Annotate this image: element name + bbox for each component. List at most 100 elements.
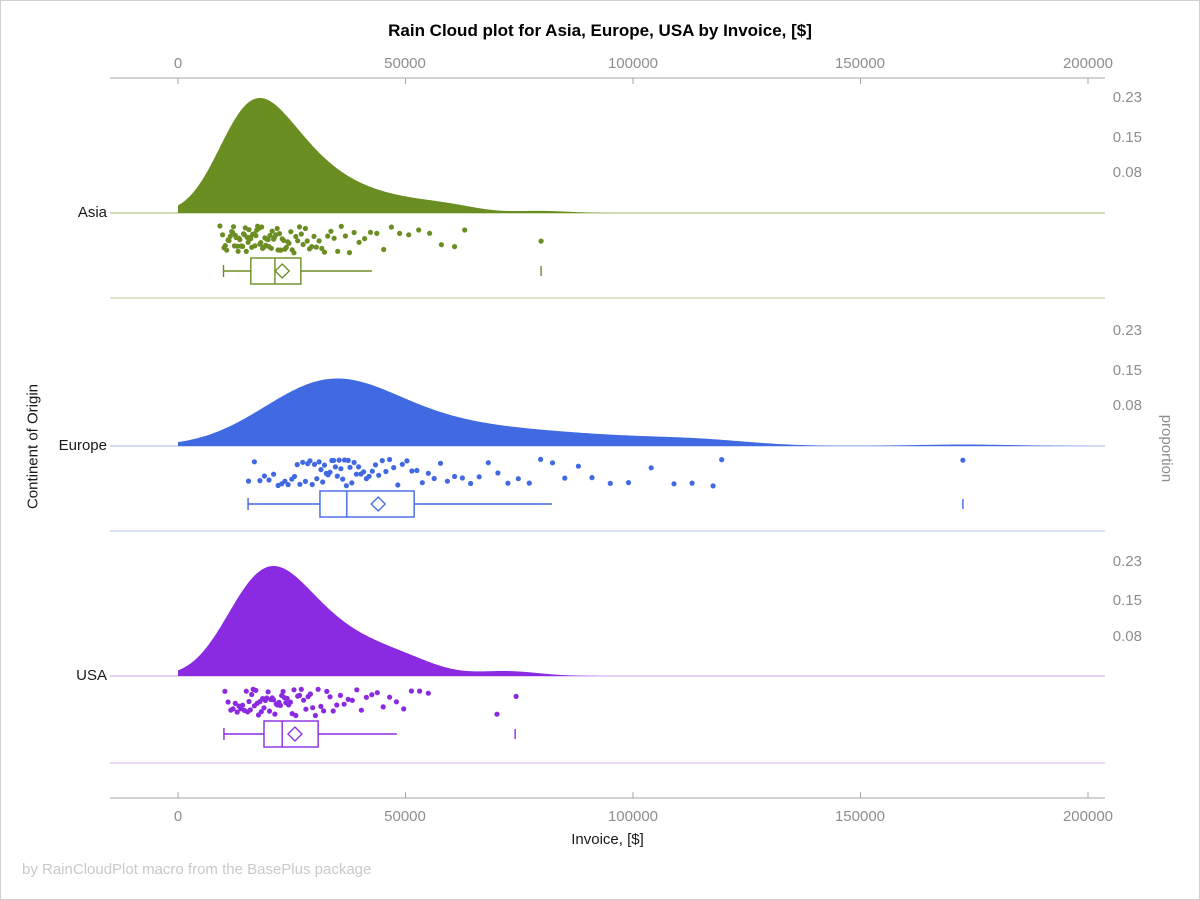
rain-point [404, 458, 410, 464]
rain-point [444, 478, 450, 484]
rain-point [311, 233, 317, 239]
rain-point [272, 711, 278, 717]
rain-point [234, 709, 240, 715]
prop-tick-asia-023: 0.23 [1112, 89, 1142, 106]
rain-point [485, 460, 491, 466]
rain-point [318, 703, 324, 710]
rain-point [300, 459, 306, 465]
rain-point [294, 462, 300, 468]
x-tick-top-150000: 150000 [834, 55, 886, 72]
rain-point [315, 686, 321, 692]
rain-point [330, 708, 336, 714]
rain-point [265, 237, 271, 243]
rain-point [274, 225, 280, 232]
rain-point [419, 480, 425, 486]
rain-point [252, 243, 258, 249]
rain-point [261, 473, 267, 479]
rain-point [240, 702, 246, 708]
rain-point [312, 712, 318, 719]
rain-point [288, 229, 294, 235]
rain-point [232, 700, 238, 707]
rain-point [283, 244, 289, 250]
rain-point [361, 469, 367, 475]
rain-point [247, 707, 253, 713]
x-axis-label: Invoice, [$] [571, 831, 644, 848]
rain-point [338, 466, 344, 472]
rain-point [311, 461, 318, 467]
box-iqr [319, 490, 415, 518]
rain-point [494, 711, 500, 717]
rain-point [253, 233, 259, 239]
rain-point [264, 695, 270, 701]
rain-point [331, 457, 337, 464]
rain-point [476, 474, 482, 480]
rain-point [316, 238, 322, 244]
rain-point [302, 225, 308, 232]
rain-point [296, 692, 303, 699]
rain-point [310, 705, 316, 711]
rain-point [230, 706, 236, 712]
rain-point [251, 459, 257, 465]
rain-point [343, 483, 349, 489]
rain-point [321, 249, 328, 255]
rain-point [324, 688, 330, 695]
rain-point [387, 694, 393, 700]
rain-point [349, 480, 355, 486]
rain-point [220, 232, 226, 238]
x-tick-top-0: 0 [173, 55, 183, 72]
rain-point [337, 692, 343, 699]
rain-point [338, 223, 344, 229]
rain-point [222, 243, 228, 249]
rain-point [261, 705, 267, 711]
rain-point [307, 691, 313, 697]
rain-point [468, 480, 474, 487]
rain-point [321, 462, 328, 468]
rain-point [266, 477, 272, 483]
rain-point [671, 481, 677, 487]
rain-point [271, 697, 277, 703]
rain-point [227, 233, 233, 239]
rain-point [286, 240, 292, 246]
rain-point [327, 469, 333, 475]
rain-point [325, 233, 331, 239]
rain-point [515, 476, 521, 482]
rain-point [249, 691, 255, 698]
rain-point [395, 482, 401, 488]
rain-point [459, 475, 465, 481]
rain-point [354, 687, 360, 693]
prop-tick-usa-008: 0.08 [1112, 628, 1142, 645]
rain-point [278, 247, 284, 253]
rain-point [397, 230, 403, 236]
rain-point [452, 244, 458, 250]
rain-point [316, 459, 322, 465]
rain-point [277, 702, 283, 709]
rain-point [399, 461, 405, 467]
x-tick-bottom-100000: 100000 [607, 808, 659, 825]
rain-point [302, 478, 308, 484]
rain-point [513, 693, 519, 700]
rain-point [331, 235, 337, 241]
rain-point [341, 701, 347, 707]
prop-tick-asia-015: 0.15 [1112, 129, 1142, 146]
rain-point [383, 468, 389, 475]
rain-point [381, 246, 387, 253]
rain-point [425, 690, 431, 696]
rain-point [363, 694, 369, 700]
mean-diamond [370, 496, 387, 512]
rain-point [225, 699, 231, 705]
rain-point [235, 248, 241, 254]
rain-point [710, 483, 716, 489]
rain-point [300, 241, 306, 248]
rain-point [607, 480, 613, 486]
rain-point [318, 467, 324, 473]
rain-point [284, 695, 290, 702]
rain-point [237, 237, 243, 243]
rain-point [281, 237, 287, 243]
attribution-footer: by RainCloudPlot macro from the BasePlus… [22, 861, 372, 878]
rain-point [222, 688, 228, 694]
rain-point [265, 689, 271, 695]
rain-point [356, 239, 362, 245]
rain-point [538, 456, 544, 462]
